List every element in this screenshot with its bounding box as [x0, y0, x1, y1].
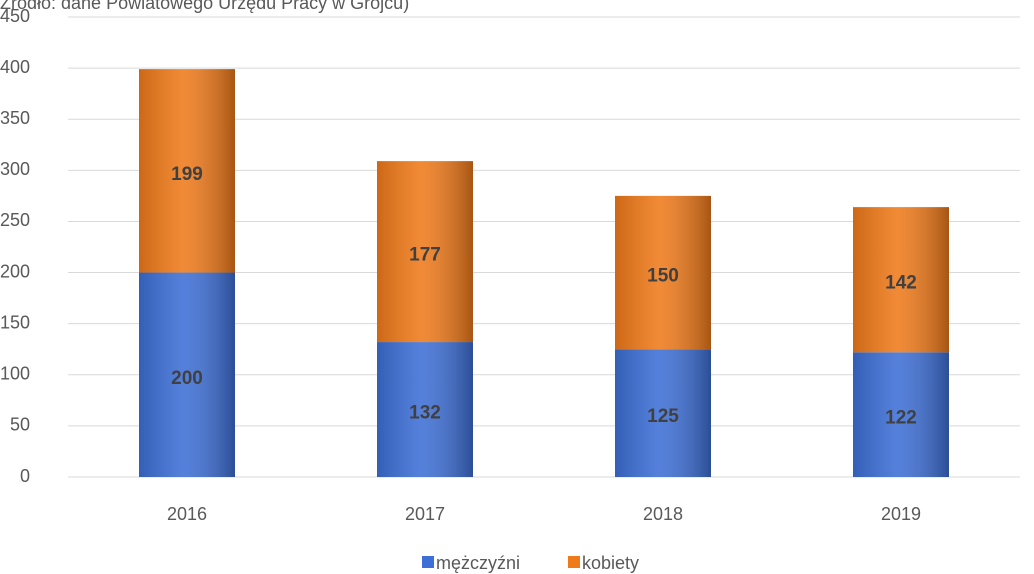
- legend-label: mężczyźni: [436, 553, 520, 573]
- y-tick-label: 150: [0, 312, 30, 332]
- bar-shading: [615, 195, 711, 350]
- value-label: 199: [171, 164, 203, 185]
- x-tick-label: 2019: [881, 504, 921, 524]
- bar-shading: [615, 349, 711, 477]
- y-tick-label: 100: [0, 364, 30, 384]
- bar-shading: [853, 207, 949, 353]
- y-tick-label: 350: [0, 108, 30, 128]
- legend-swatch: [422, 556, 434, 568]
- legend-label: kobiety: [582, 553, 639, 573]
- y-tick-label: 50: [10, 415, 30, 435]
- bar-shading: [377, 342, 473, 477]
- x-tick-label: 2016: [167, 504, 207, 524]
- value-label: 122: [885, 408, 917, 429]
- y-tick-label: 450: [0, 6, 30, 26]
- legend-swatch: [568, 556, 580, 568]
- y-tick-label: 250: [0, 210, 30, 230]
- y-tick-label: 0: [20, 466, 30, 486]
- x-tick-label: 2017: [405, 504, 445, 524]
- value-label: 125: [647, 406, 679, 427]
- y-tick-label: 400: [0, 57, 30, 77]
- value-label: 150: [647, 266, 679, 287]
- bar-shading: [139, 272, 235, 477]
- bar-shading: [377, 161, 473, 343]
- value-label: 142: [885, 273, 917, 294]
- chart-subtitle: Źródło: dane Powiatowego Urzędu Pracy w …: [0, 0, 409, 13]
- bar-shading: [853, 352, 949, 477]
- value-label: 177: [409, 245, 441, 266]
- y-tick-label: 200: [0, 261, 30, 281]
- y-tick-label: 300: [0, 159, 30, 179]
- x-tick-label: 2018: [643, 504, 683, 524]
- value-label: 200: [171, 368, 203, 389]
- bar-shading: [139, 69, 235, 273]
- value-label: 132: [409, 403, 441, 424]
